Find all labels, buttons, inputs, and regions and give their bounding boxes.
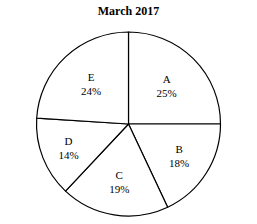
svg-text:March 2017: March 2017 [98, 4, 159, 18]
svg-text:B18%: B18% [169, 143, 189, 169]
svg-text:C19%: C19% [109, 169, 129, 195]
svg-text:D14%: D14% [58, 135, 78, 161]
svg-text:A25%: A25% [157, 73, 177, 99]
svg-text:E24%: E24% [81, 71, 101, 97]
